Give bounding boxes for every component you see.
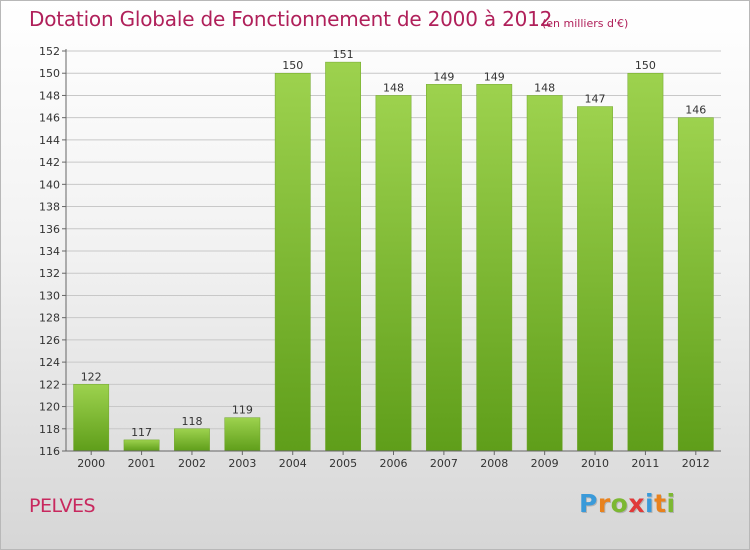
bar <box>476 84 513 452</box>
y-tick-label: 138 <box>39 201 60 214</box>
y-tick-label: 142 <box>39 156 60 169</box>
bar <box>123 439 160 452</box>
bar <box>174 428 210 452</box>
data-label: 151 <box>333 48 354 61</box>
logo-letter: i <box>666 489 676 518</box>
x-tick-label: 2001 <box>128 457 156 470</box>
y-tick-label: 140 <box>39 178 60 191</box>
logo-letter: t <box>654 489 667 518</box>
y-tick-label: 136 <box>39 223 60 236</box>
bar <box>677 117 714 452</box>
data-label: 146 <box>685 104 706 117</box>
bar <box>375 95 412 452</box>
x-tick-label: 2003 <box>228 457 256 470</box>
data-label: 122 <box>81 370 102 383</box>
data-label: 150 <box>635 59 656 72</box>
data-label: 147 <box>585 93 606 106</box>
y-tick-label: 148 <box>39 89 60 102</box>
x-tick-label: 2012 <box>682 457 710 470</box>
bars: 122 117 118 119 150 151 148 149 149 148 147 150 146 <box>73 48 714 452</box>
logo-letter: o <box>610 489 629 518</box>
data-label: 150 <box>282 59 303 72</box>
y-tick-label: 122 <box>39 378 60 391</box>
x-tick-label: 2002 <box>178 457 206 470</box>
x-tick-label: 2009 <box>531 457 559 470</box>
x-tick-label: 2007 <box>430 457 458 470</box>
data-label: 118 <box>181 415 202 428</box>
x-tick-label: 2008 <box>480 457 508 470</box>
y-tick-label: 150 <box>39 67 60 80</box>
y-tick-label: 128 <box>39 312 60 325</box>
data-label: 149 <box>433 70 454 83</box>
data-label: 148 <box>534 81 555 94</box>
y-tick-label: 126 <box>39 334 60 347</box>
bar <box>577 106 613 452</box>
logo-letter: P <box>579 489 598 518</box>
y-tick-label: 132 <box>39 267 60 280</box>
bar <box>73 384 110 452</box>
x-tick-label: 2011 <box>631 457 659 470</box>
y-tick-label: 134 <box>39 245 60 258</box>
data-label: 119 <box>232 404 253 417</box>
data-label: 148 <box>383 81 404 94</box>
data-label: 149 <box>484 70 505 83</box>
y-tick-label: 120 <box>39 401 60 414</box>
chart-unit: (en milliers d'€) <box>542 17 629 30</box>
x-tick-label: 2010 <box>581 457 609 470</box>
bar <box>426 84 462 452</box>
bar <box>627 72 664 452</box>
commune-name: PELVES <box>29 495 96 517</box>
bar <box>274 72 311 452</box>
bar <box>325 61 362 452</box>
x-tick-label: 2000 <box>77 457 105 470</box>
y-tick-label: 146 <box>39 112 60 125</box>
proxiti-logo: Proxiti <box>579 489 676 518</box>
bar <box>526 95 563 452</box>
logo-letter: x <box>628 489 645 518</box>
x-tick-label: 2004 <box>279 457 307 470</box>
y-tick-label: 152 <box>39 45 60 58</box>
y-tick-label: 116 <box>39 445 60 458</box>
x-tick-label: 2005 <box>329 457 357 470</box>
data-label: 117 <box>131 426 152 439</box>
y-tick-label: 130 <box>39 289 60 302</box>
y-tick-label: 124 <box>39 356 60 369</box>
y-tick-label: 118 <box>39 423 60 436</box>
y-tick-label: 144 <box>39 134 60 147</box>
logo-letter: i <box>645 489 655 518</box>
logo-letter: r <box>597 489 611 518</box>
axes: 116 118 120 122 124 126 128 130 132 134 136 138 140 1… <box>39 45 721 470</box>
x-tick-label: 2006 <box>380 457 408 470</box>
bar <box>224 417 261 452</box>
chart-title: Dotation Globale de Fonctionnement de 20… <box>29 7 553 31</box>
